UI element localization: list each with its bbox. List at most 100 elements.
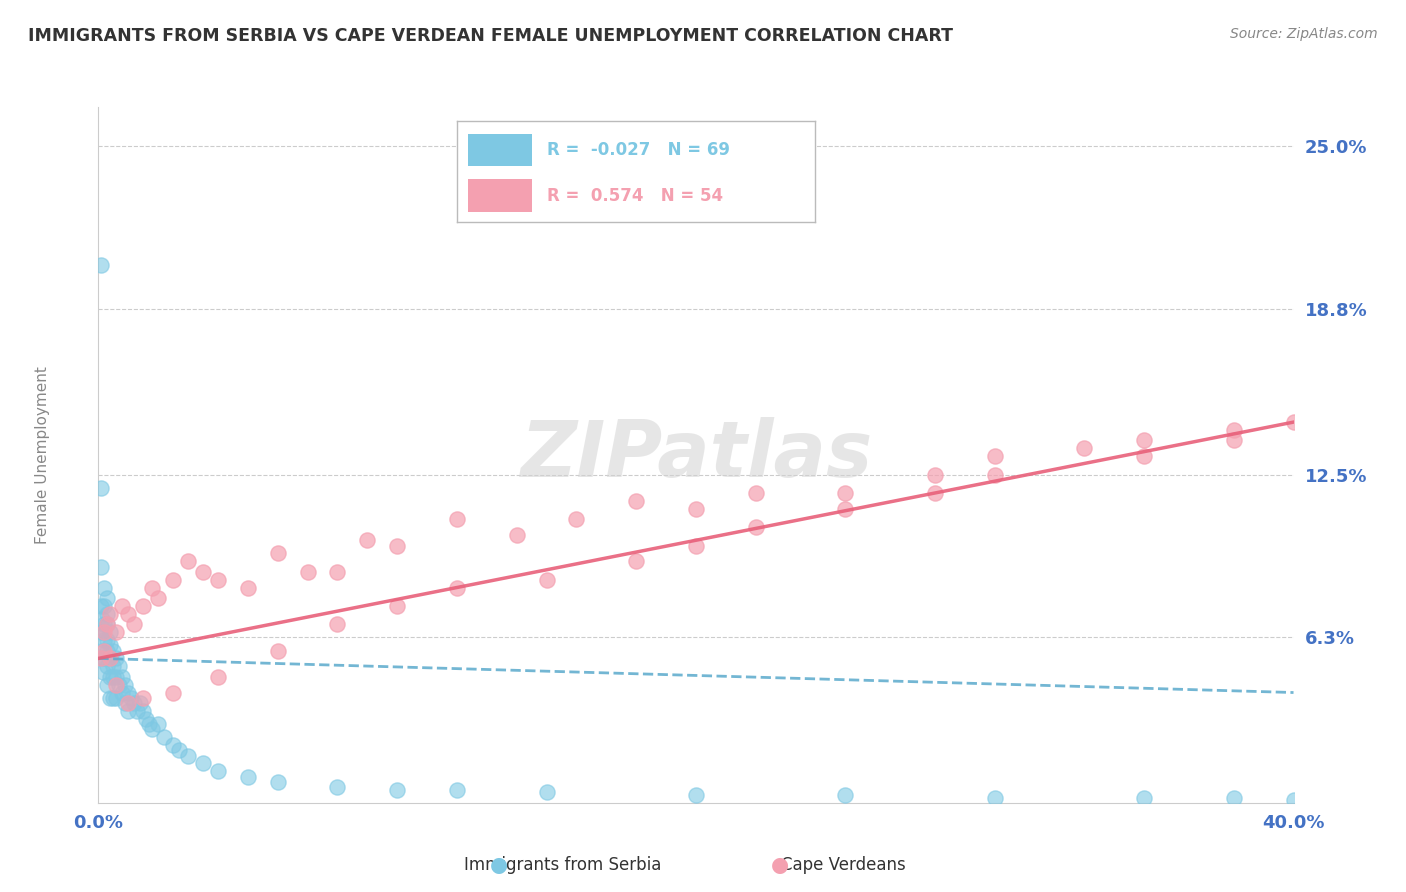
Point — [91, 665, 114, 679]
Point — [446, 782, 468, 797]
Point — [114, 678, 136, 692]
Point — [93, 651, 115, 665]
Point — [385, 599, 409, 613]
Point — [685, 539, 707, 553]
Point — [105, 625, 128, 640]
Point — [108, 659, 131, 673]
Point — [177, 554, 200, 568]
Point — [191, 565, 214, 579]
Point — [96, 617, 118, 632]
Point — [565, 512, 588, 526]
Point — [685, 788, 707, 802]
Point — [162, 685, 184, 699]
Point — [105, 670, 128, 684]
Text: IMMIGRANTS FROM SERBIA VS CAPE VERDEAN FEMALE UNEMPLOYMENT CORRELATION CHART: IMMIGRANTS FROM SERBIA VS CAPE VERDEAN F… — [28, 27, 953, 45]
Point — [103, 659, 125, 673]
Point — [129, 696, 152, 710]
Point — [326, 780, 349, 794]
Point — [236, 770, 259, 784]
Point — [93, 581, 115, 595]
Point — [120, 690, 142, 705]
Point — [105, 678, 128, 692]
Point — [167, 743, 190, 757]
Point — [96, 617, 118, 632]
Text: ●: ● — [491, 855, 508, 875]
Point — [93, 633, 115, 648]
Point — [93, 617, 115, 632]
Point — [124, 696, 146, 710]
Point — [385, 539, 409, 553]
Point — [93, 643, 115, 657]
Point — [98, 690, 122, 705]
Point — [191, 756, 214, 771]
Point — [98, 651, 122, 665]
Point — [983, 467, 1005, 482]
Point — [983, 449, 1005, 463]
Point — [96, 659, 118, 673]
Point — [105, 651, 128, 665]
Text: Immigrants from Serbia: Immigrants from Serbia — [464, 856, 661, 874]
Point — [124, 617, 146, 632]
Point — [326, 617, 349, 632]
Point — [103, 690, 125, 705]
Point — [924, 467, 946, 482]
Point — [103, 643, 125, 657]
Point — [114, 696, 136, 710]
Point — [624, 554, 647, 568]
Point — [90, 599, 112, 613]
Point — [1223, 434, 1246, 448]
Point — [91, 625, 114, 640]
Point — [148, 591, 170, 605]
Point — [96, 607, 118, 621]
Point — [117, 704, 139, 718]
Point — [93, 625, 115, 640]
Point — [685, 501, 707, 516]
Point — [141, 581, 163, 595]
Point — [91, 651, 114, 665]
Point — [162, 738, 184, 752]
Point — [177, 748, 200, 763]
Point — [111, 670, 134, 684]
Point — [446, 512, 468, 526]
Text: ZIPatlas: ZIPatlas — [520, 417, 872, 493]
Point — [141, 723, 163, 737]
Point — [148, 717, 170, 731]
Point — [1133, 790, 1156, 805]
Point — [1133, 434, 1156, 448]
Point — [1073, 442, 1095, 456]
Point — [90, 559, 112, 574]
Point — [834, 501, 856, 516]
Point — [132, 599, 155, 613]
Point — [356, 533, 378, 548]
Point — [267, 774, 290, 789]
Point — [745, 486, 768, 500]
Point — [834, 788, 856, 802]
Point — [96, 643, 118, 657]
Text: ●: ● — [772, 855, 789, 875]
Point — [90, 651, 112, 665]
Text: Cape Verdeans: Cape Verdeans — [782, 856, 905, 874]
Point — [236, 581, 259, 595]
Point — [536, 785, 558, 799]
Point — [138, 717, 160, 731]
Point — [98, 625, 122, 640]
Point — [90, 643, 112, 657]
Point — [297, 565, 319, 579]
Y-axis label: Female Unemployment: Female Unemployment — [35, 366, 49, 544]
Point — [111, 599, 134, 613]
Point — [506, 528, 529, 542]
Point — [267, 546, 290, 560]
Point — [96, 591, 118, 605]
Point — [93, 599, 115, 613]
Point — [207, 670, 229, 684]
Point — [385, 782, 409, 797]
Point — [90, 481, 112, 495]
Point — [446, 581, 468, 595]
Point — [127, 704, 149, 718]
Point — [108, 678, 131, 692]
Point — [117, 696, 139, 710]
Point — [98, 638, 122, 652]
Point — [96, 678, 118, 692]
Point — [135, 712, 157, 726]
Point — [267, 643, 290, 657]
